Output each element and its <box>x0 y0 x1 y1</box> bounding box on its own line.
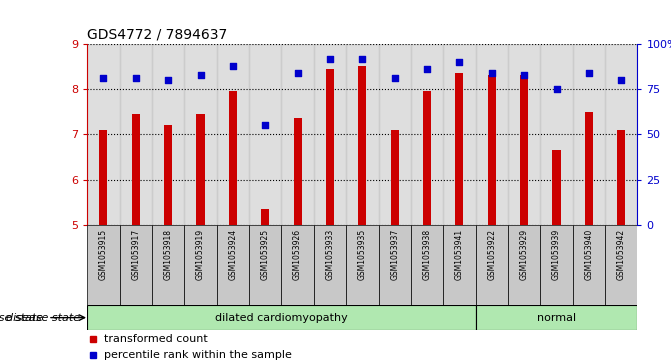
Point <box>454 59 465 65</box>
Bar <box>605 225 637 305</box>
Bar <box>573 44 605 225</box>
Bar <box>520 75 528 225</box>
Point <box>130 75 141 81</box>
Bar <box>249 225 281 305</box>
Point <box>325 57 336 62</box>
Text: GSM1053940: GSM1053940 <box>584 229 593 280</box>
Point <box>616 77 627 83</box>
Bar <box>411 225 444 305</box>
Bar <box>185 44 217 225</box>
Text: disease state: disease state <box>0 313 44 323</box>
Bar <box>476 305 637 330</box>
Bar <box>152 44 185 225</box>
Bar <box>476 44 508 225</box>
Text: GSM1053922: GSM1053922 <box>487 229 497 280</box>
Text: GSM1053926: GSM1053926 <box>293 229 302 280</box>
Bar <box>346 44 378 225</box>
Text: GSM1053925: GSM1053925 <box>261 229 270 280</box>
Text: GSM1053918: GSM1053918 <box>164 229 172 280</box>
Bar <box>585 112 593 225</box>
Text: GSM1053935: GSM1053935 <box>358 229 367 280</box>
Point <box>357 57 368 62</box>
Bar <box>119 44 152 225</box>
Text: GSM1053917: GSM1053917 <box>132 229 140 280</box>
Bar <box>99 130 107 225</box>
Bar <box>358 66 366 225</box>
Bar <box>605 44 637 225</box>
Bar <box>326 69 334 225</box>
Bar <box>87 305 476 330</box>
Bar <box>378 225 411 305</box>
Bar <box>229 91 237 225</box>
Bar <box>217 225 249 305</box>
Bar <box>444 225 476 305</box>
Bar <box>346 225 378 305</box>
Point <box>260 122 270 128</box>
Text: dilated cardiomyopathy: dilated cardiomyopathy <box>215 313 348 323</box>
Bar <box>294 118 302 225</box>
Bar <box>281 44 314 225</box>
Bar <box>444 44 476 225</box>
Bar <box>391 130 399 225</box>
Bar <box>411 44 444 225</box>
Point <box>163 77 174 83</box>
Bar <box>132 114 140 225</box>
Bar <box>281 225 314 305</box>
Bar <box>314 44 346 225</box>
Point <box>293 70 303 76</box>
Point <box>584 70 595 76</box>
Point <box>389 75 400 81</box>
Text: GSM1053938: GSM1053938 <box>423 229 431 280</box>
Point <box>227 63 238 69</box>
Bar <box>249 44 281 225</box>
Point <box>421 66 432 72</box>
Text: disease state: disease state <box>6 313 81 323</box>
Bar <box>261 209 269 225</box>
Point <box>551 86 562 92</box>
Bar <box>87 225 119 305</box>
Bar <box>119 225 152 305</box>
Text: GSM1053939: GSM1053939 <box>552 229 561 280</box>
Bar <box>552 150 560 225</box>
Bar <box>314 225 346 305</box>
Text: GSM1053933: GSM1053933 <box>325 229 334 280</box>
Text: GSM1053929: GSM1053929 <box>519 229 529 280</box>
Bar <box>378 44 411 225</box>
Text: percentile rank within the sample: percentile rank within the sample <box>104 350 292 360</box>
Text: GDS4772 / 7894637: GDS4772 / 7894637 <box>87 27 227 41</box>
Text: GSM1053924: GSM1053924 <box>228 229 238 280</box>
Text: GSM1053942: GSM1053942 <box>617 229 626 280</box>
Bar <box>540 225 573 305</box>
Text: GSM1053915: GSM1053915 <box>99 229 108 280</box>
Bar <box>197 114 205 225</box>
Text: GSM1053919: GSM1053919 <box>196 229 205 280</box>
Point <box>486 70 497 76</box>
Point <box>519 72 529 78</box>
Text: GSM1053941: GSM1053941 <box>455 229 464 280</box>
Bar <box>508 44 540 225</box>
Bar <box>217 44 249 225</box>
Point <box>98 75 109 81</box>
Bar <box>423 91 431 225</box>
Bar <box>456 73 464 225</box>
Bar <box>488 75 496 225</box>
Bar <box>164 125 172 225</box>
Bar <box>508 225 540 305</box>
Text: GSM1053937: GSM1053937 <box>391 229 399 280</box>
Bar <box>573 225 605 305</box>
Bar <box>152 225 185 305</box>
Bar <box>476 225 508 305</box>
Point <box>195 72 206 78</box>
Bar <box>540 44 573 225</box>
Bar <box>617 130 625 225</box>
Bar <box>185 225 217 305</box>
Text: transformed count: transformed count <box>104 334 207 344</box>
Bar <box>87 44 119 225</box>
Text: normal: normal <box>537 313 576 323</box>
